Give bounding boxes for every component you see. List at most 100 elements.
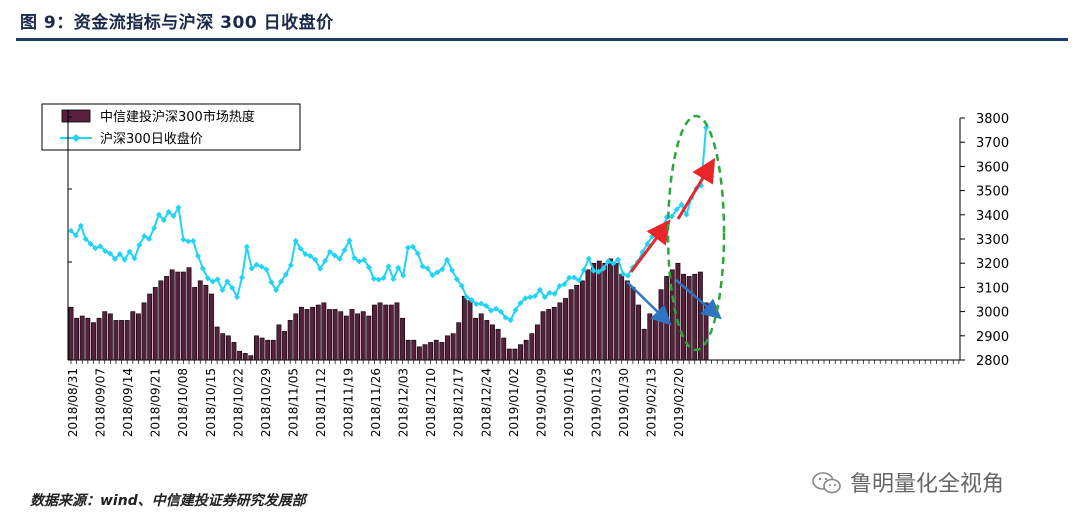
bar (96, 317, 102, 361)
bar (585, 269, 591, 361)
price-point (287, 262, 294, 269)
price-point (278, 278, 285, 285)
bar (180, 271, 186, 361)
bar (124, 320, 130, 361)
bar (366, 315, 372, 361)
bar (506, 348, 512, 361)
bar (270, 339, 276, 361)
bar (197, 280, 203, 361)
price-point (400, 272, 407, 279)
x-tick-label: 2019/01/16 (562, 368, 576, 437)
bar (512, 348, 518, 361)
price-point (87, 240, 94, 247)
bar (697, 271, 703, 361)
bar (237, 350, 243, 361)
bar (315, 304, 321, 361)
price-point (380, 274, 387, 281)
bar (220, 333, 226, 361)
bar (130, 311, 136, 361)
price-point (605, 258, 612, 265)
price-point (107, 250, 114, 257)
right-axis-tick-label: 3800 (976, 112, 1009, 127)
bar (591, 262, 597, 361)
price-point (219, 287, 226, 294)
bar (91, 322, 96, 361)
price-point (77, 222, 84, 229)
price-point (619, 270, 626, 277)
price-point (302, 251, 309, 258)
right-axis-tick-label: 3200 (976, 257, 1009, 272)
price-point (97, 243, 104, 250)
price-point (126, 248, 133, 255)
bar (658, 289, 664, 361)
price-point (307, 252, 314, 259)
price-point (585, 255, 592, 262)
bar (478, 313, 484, 361)
x-tick-label: 2018/08/31 (66, 368, 80, 437)
bar (563, 298, 568, 361)
price-point (517, 300, 524, 307)
legend-line-label: 沪深300日收盘价 (100, 131, 203, 147)
bar (135, 313, 141, 361)
price-point (341, 247, 348, 254)
price-point (282, 271, 289, 278)
price-point (434, 269, 441, 276)
price-point (483, 302, 490, 309)
price-point (405, 244, 412, 251)
bar (579, 280, 585, 361)
x-tick-label: 2018/11/12 (314, 368, 328, 437)
bar (338, 311, 344, 361)
bar (293, 313, 299, 361)
price-point (673, 206, 680, 213)
price-point (121, 256, 128, 263)
bar (158, 280, 164, 361)
legend-line-marker (72, 134, 80, 142)
price-point (248, 265, 255, 272)
title-divider (16, 38, 1068, 41)
price-point (365, 264, 372, 271)
bar (186, 267, 192, 361)
price-point (502, 314, 509, 321)
bar (360, 311, 366, 361)
bar (518, 344, 523, 361)
price-point (444, 256, 451, 263)
price-point (507, 317, 514, 324)
bar (107, 313, 113, 361)
source-note: 数据来源：wind、中信建投证券研究发展部 (30, 493, 306, 509)
bar (630, 287, 636, 361)
x-tick-label: 2018/11/19 (342, 368, 356, 437)
plot-area: 2800 2900 3000 3100 3200 3300 3400 3500 3600 3700… (66, 110, 1009, 437)
price-point (580, 266, 587, 273)
highlight-ellipse (666, 114, 726, 352)
bar (68, 306, 74, 361)
blue-arrow-down (675, 279, 722, 320)
bar (574, 284, 580, 361)
price-point (541, 294, 548, 301)
price-point (624, 272, 631, 279)
price-point (292, 237, 299, 244)
price-point (576, 277, 582, 284)
bar (596, 260, 602, 361)
bar (248, 355, 254, 361)
price-point (590, 267, 597, 274)
price-point (492, 305, 499, 312)
price-point (180, 236, 187, 243)
price-point (312, 256, 319, 263)
price-point (512, 307, 519, 314)
price-point (141, 233, 148, 240)
price-point (253, 261, 260, 268)
price-point (473, 301, 480, 308)
price-point (111, 255, 118, 262)
bar (388, 304, 394, 361)
right-axis-tick-label: 3600 (976, 160, 1009, 175)
bar (304, 309, 310, 361)
watermark: 鲁明量化全视角 (812, 466, 1004, 498)
x-tick-label: 2018/11/26 (369, 368, 383, 437)
price-point (258, 263, 265, 270)
bar (490, 324, 495, 361)
bar (394, 302, 400, 361)
bar (501, 337, 507, 361)
x-tick-label: 2019/01/09 (534, 368, 548, 437)
bar (85, 317, 91, 361)
bar (102, 311, 108, 361)
